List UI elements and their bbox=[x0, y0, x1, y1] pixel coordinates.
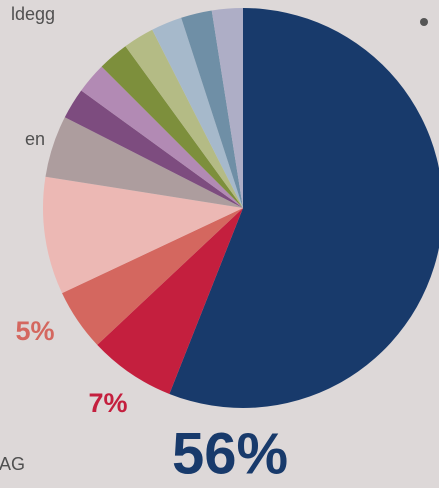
pie-slice bbox=[43, 176, 244, 294]
pie-slice bbox=[181, 10, 243, 209]
pie-slice bbox=[97, 208, 244, 394]
pie-slice bbox=[125, 29, 243, 209]
value-label: 5% bbox=[15, 316, 54, 346]
pie-slice bbox=[211, 8, 243, 208]
pie-slice bbox=[64, 90, 243, 208]
pie-slice bbox=[62, 208, 243, 345]
value-label: 7% bbox=[88, 388, 127, 418]
pie-slice bbox=[45, 117, 243, 208]
value-label: 56% bbox=[172, 421, 288, 486]
pie-slice bbox=[152, 17, 243, 208]
category-label: ldegg bbox=[11, 4, 55, 24]
bullet bbox=[420, 18, 428, 26]
category-label: en bbox=[25, 129, 45, 149]
pie-slice bbox=[169, 8, 439, 408]
pie-slice bbox=[101, 46, 243, 209]
pie-slice bbox=[81, 66, 244, 208]
category-label: AG bbox=[0, 454, 25, 474]
